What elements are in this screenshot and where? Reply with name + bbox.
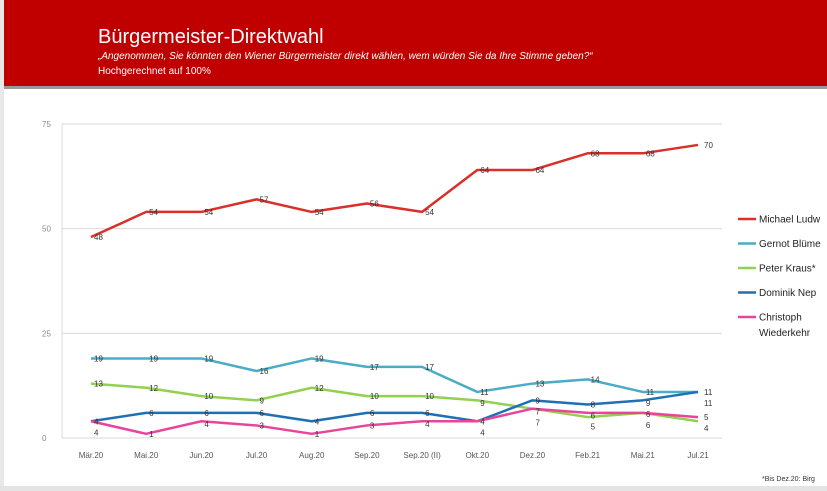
- data-label: 10: [370, 392, 379, 401]
- data-label: 48: [94, 233, 103, 242]
- data-label: 4: [480, 428, 485, 437]
- y-tick-label: 25: [42, 329, 51, 338]
- data-label: 4: [94, 417, 99, 426]
- data-label: 6: [591, 412, 596, 421]
- data-label: 9: [646, 399, 651, 408]
- data-label: 11: [704, 388, 713, 397]
- legend-label: Gernot Blüme: [759, 239, 821, 250]
- data-label: 7: [535, 418, 540, 427]
- legend-label: Peter Kraus*: [759, 264, 816, 275]
- x-tick-label: Aug.20: [299, 451, 325, 460]
- header-banner: Bürgermeister-Direktwahl „Angenommen, Si…: [4, 0, 827, 89]
- data-label: 4: [315, 417, 320, 426]
- data-label: 4: [425, 420, 430, 429]
- data-label: 19: [204, 354, 213, 363]
- data-label: 19: [315, 354, 324, 363]
- note-text: Hochgerechnet auf 100%: [98, 66, 211, 77]
- page-title: Bürgermeister-Direktwahl: [98, 26, 324, 48]
- window-edge-bottom: [0, 486, 827, 491]
- x-tick-label: Jun.20: [189, 451, 214, 460]
- data-label: 3: [260, 421, 265, 430]
- x-tick-label: Jul.20: [246, 451, 268, 460]
- series-line-0: [90, 143, 699, 239]
- data-label: 14: [591, 375, 600, 384]
- data-label: 5: [704, 413, 709, 422]
- data-label: 54: [425, 208, 434, 217]
- data-label: 57: [260, 195, 269, 204]
- data-label: 17: [370, 363, 379, 372]
- data-label: 6: [646, 410, 651, 419]
- legend-label: Dominik Nep: [759, 288, 817, 299]
- x-tick-label: Mai.21: [631, 451, 656, 460]
- y-tick-label: 75: [42, 120, 51, 129]
- data-label: 13: [535, 380, 544, 389]
- data-label: 16: [260, 367, 269, 376]
- x-tick-label: Sep.20 (II): [403, 451, 441, 460]
- y-tick-label: 50: [42, 225, 51, 234]
- data-label: 4: [204, 420, 209, 429]
- data-label: 5: [591, 423, 596, 432]
- question-subtitle: „Angenommen, Sie könnten den Wiener Bürg…: [98, 51, 593, 62]
- data-label: 8: [591, 401, 596, 410]
- x-tick-label: Okt.20: [465, 451, 489, 460]
- data-label: 70: [704, 141, 713, 150]
- x-tick-label: Feb.21: [575, 451, 600, 460]
- data-label: 1: [315, 430, 320, 439]
- data-label: 10: [425, 392, 434, 401]
- footnote: *Bis Dez.20: Birg: [762, 476, 815, 483]
- legend-label: Christoph: [759, 313, 802, 324]
- data-label: 64: [480, 166, 489, 175]
- data-label: 13: [94, 380, 103, 389]
- data-label: 9: [260, 396, 265, 405]
- data-label: 10: [204, 392, 213, 401]
- data-label: 4: [480, 417, 485, 426]
- data-label: 54: [204, 208, 213, 217]
- x-tick-label: Sep.20: [354, 451, 380, 460]
- data-label: 6: [646, 421, 651, 430]
- data-label: 19: [94, 354, 103, 363]
- x-tick-label: Jul.21: [687, 451, 709, 460]
- data-label: 9: [535, 396, 540, 405]
- data-label: 9: [480, 399, 485, 408]
- data-label: 6: [204, 409, 209, 418]
- data-label: 7: [535, 407, 540, 416]
- data-label: 6: [260, 409, 265, 418]
- data-label: 3: [370, 421, 375, 430]
- data-label: 4: [94, 428, 99, 437]
- y-tick-label: 0: [42, 434, 47, 443]
- legend-label: Wiederkehr: [759, 328, 811, 339]
- data-label: 64: [535, 166, 544, 175]
- series-line-4: [90, 407, 699, 436]
- x-tick-label: Mär.20: [79, 451, 104, 460]
- data-label: 19: [149, 354, 158, 363]
- window-edge: [0, 0, 4, 491]
- data-label: 6: [425, 409, 430, 418]
- data-label: 11: [480, 388, 489, 397]
- x-tick-label: Dez.20: [520, 451, 546, 460]
- data-label: 54: [315, 208, 324, 217]
- data-label: 68: [646, 149, 655, 158]
- data-label: 11: [704, 399, 713, 408]
- data-label: 12: [149, 384, 158, 393]
- data-label: 6: [149, 409, 154, 418]
- x-tick-label: Mai.20: [134, 451, 159, 460]
- data-label: 6: [370, 409, 375, 418]
- data-label: 1: [149, 430, 154, 439]
- data-label: 17: [425, 363, 434, 372]
- data-label: 54: [149, 208, 158, 217]
- series-line-2: [90, 382, 699, 423]
- legend-label: Michael Ludw: [759, 215, 821, 226]
- data-label: 4: [704, 424, 709, 433]
- data-label: 68: [591, 149, 600, 158]
- data-label: 12: [315, 384, 324, 393]
- series-line-1: [91, 357, 698, 394]
- series-line-3: [90, 390, 699, 423]
- data-label: 11: [646, 388, 655, 397]
- data-label: 56: [370, 200, 379, 209]
